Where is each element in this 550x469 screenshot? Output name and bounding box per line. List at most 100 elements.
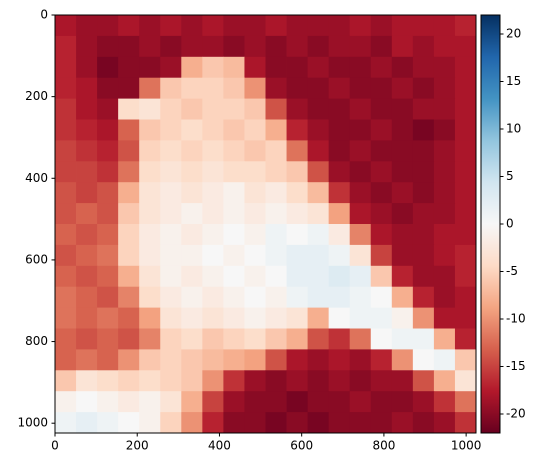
heatmap-cell [349, 15, 372, 37]
plot-frame [54, 14, 477, 434]
heatmap-cell [181, 77, 203, 99]
heatmap-cell [118, 412, 140, 434]
heatmap-cell [454, 119, 477, 141]
heatmap-cell [244, 35, 266, 58]
heatmap-cell [433, 98, 456, 120]
heatmap-cell [118, 15, 140, 37]
heatmap-cell [328, 15, 351, 37]
heatmap-cell [454, 77, 477, 99]
heatmap-cell [307, 328, 330, 350]
heatmap-cell [328, 35, 351, 58]
heatmap-cell [265, 203, 287, 225]
heatmap-cell [433, 349, 456, 371]
heatmap-cell [76, 15, 98, 37]
heatmap-cell [202, 244, 224, 267]
heatmap-cell [433, 307, 456, 329]
heatmap-cell [181, 119, 203, 141]
heatmap-cell [370, 203, 393, 225]
heatmap-cell [139, 161, 161, 183]
heatmap-cell [370, 391, 393, 413]
heatmap-cell [97, 98, 119, 120]
heatmap-cell [412, 15, 435, 37]
heatmap-cell [55, 244, 77, 267]
heatmap-cell [118, 307, 140, 329]
heatmap-cell [139, 265, 161, 288]
heatmap-cell [265, 224, 287, 246]
heatmap-cell [412, 370, 435, 392]
colorbar-tick-label: -5 [506, 264, 518, 278]
heatmap-cell [286, 370, 308, 392]
heatmap-cell [223, 328, 245, 350]
heatmap-cell [286, 412, 308, 434]
heatmap-cell [118, 224, 140, 246]
colorbar-tick-label: 0 [506, 217, 514, 231]
y-tick-label: 0 [40, 8, 48, 22]
heatmap-cell [202, 140, 224, 162]
heatmap-cell [76, 265, 98, 288]
heatmap-cell [391, 98, 414, 120]
heatmap-cell [76, 119, 98, 141]
heatmap-cell [349, 391, 372, 413]
heatmap-cell [244, 77, 266, 99]
heatmap-cell [55, 391, 77, 413]
colorbar-tick-label: 5 [506, 169, 514, 183]
heatmap-cell [244, 140, 266, 162]
heatmap-cell [76, 35, 98, 58]
heatmap-cell [118, 328, 140, 350]
heatmap-cell [97, 412, 119, 434]
heatmap-cell [181, 307, 203, 329]
heatmap-cell [370, 77, 393, 99]
heatmap-cell [97, 391, 119, 413]
heatmap-cell [139, 77, 161, 99]
heatmap-cell [202, 203, 224, 225]
heatmap-cell [307, 307, 330, 329]
heatmap-cell [160, 412, 182, 434]
heatmap-cell [139, 328, 161, 350]
heatmap-cell [454, 328, 477, 350]
heatmap-cell [454, 307, 477, 329]
heatmap-cell [412, 307, 435, 329]
heatmap-cell [223, 98, 245, 120]
x-tick-label: 800 [372, 439, 395, 453]
heatmap-cell [454, 98, 477, 120]
heatmap-cell [118, 182, 140, 204]
heatmap-cell [328, 328, 351, 350]
heatmap-cell [454, 182, 477, 204]
heatmap-cell [181, 35, 203, 58]
heatmap-cell [265, 140, 287, 162]
heatmap-cell [391, 161, 414, 183]
heatmap-cell [412, 286, 435, 308]
colorbar [480, 14, 501, 434]
heatmap-cell [328, 77, 351, 99]
heatmap-cell [433, 56, 456, 79]
heatmap-cell [286, 265, 308, 288]
heatmap-cell [55, 224, 77, 246]
heatmap-cell [307, 161, 330, 183]
y-tick-label: 600 [25, 252, 48, 266]
heatmap-cell [391, 35, 414, 58]
heatmap-cell [55, 161, 77, 183]
heatmap-cell [265, 349, 287, 371]
heatmap-cell [349, 265, 372, 288]
heatmap-cell [454, 56, 477, 79]
heatmap-cell [349, 370, 372, 392]
heatmap-cell [160, 203, 182, 225]
heatmap-cell [223, 119, 245, 141]
heatmap-cell [97, 15, 119, 37]
heatmap-cell [307, 412, 330, 434]
heatmap-cell [76, 161, 98, 183]
heatmap-cell [139, 98, 161, 120]
heatmap-cell [139, 286, 161, 308]
heatmap-cell [412, 203, 435, 225]
heatmap-cell [76, 391, 98, 413]
heatmap-cell [433, 265, 456, 288]
heatmap-cell [412, 391, 435, 413]
heatmap-cell [433, 244, 456, 267]
heatmap-cell [433, 412, 456, 434]
heatmap-cell [244, 265, 266, 288]
heatmap-cell [433, 328, 456, 350]
heatmap-cell [139, 244, 161, 267]
heatmap-cell [139, 119, 161, 141]
heatmap-cell [76, 98, 98, 120]
heatmap-cell [412, 182, 435, 204]
